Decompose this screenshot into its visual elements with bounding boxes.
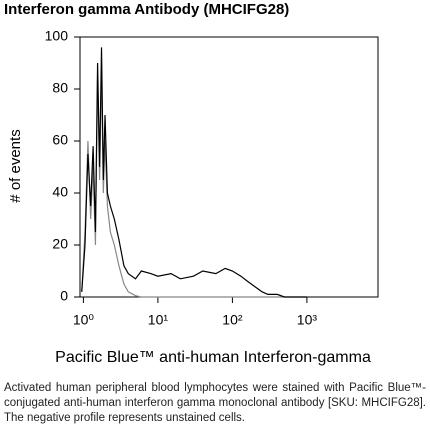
- x-tick-label: 10⁰: [73, 312, 95, 328]
- x-tick-label: 10²: [222, 312, 243, 328]
- x-axis-label: Pacific Blue™ anti-human Interferon-gamm…: [55, 349, 371, 366]
- x-tick-label: 10¹: [148, 312, 169, 328]
- y-tick-label: 60: [52, 132, 68, 148]
- y-tick-label: 100: [45, 28, 69, 44]
- y-axis-label: # of events: [7, 129, 24, 202]
- series-line: [81, 62, 307, 298]
- x-tick-label: 10³: [297, 312, 318, 328]
- y-tick-label: 40: [52, 184, 68, 200]
- y-tick-label: 0: [60, 288, 68, 304]
- chart: Interferon gamma Antibody (MHCIFG28) # o…: [4, 1, 379, 366]
- y-tick-label: 20: [52, 236, 68, 252]
- y-tick-label: 80: [52, 80, 68, 96]
- caption: Activated human peripheral blood lymphoc…: [4, 382, 426, 424]
- chart-title: Interferon gamma Antibody (MHCIFG28): [4, 1, 289, 18]
- plot-frame: [79, 36, 379, 298]
- series-line: [81, 47, 307, 298]
